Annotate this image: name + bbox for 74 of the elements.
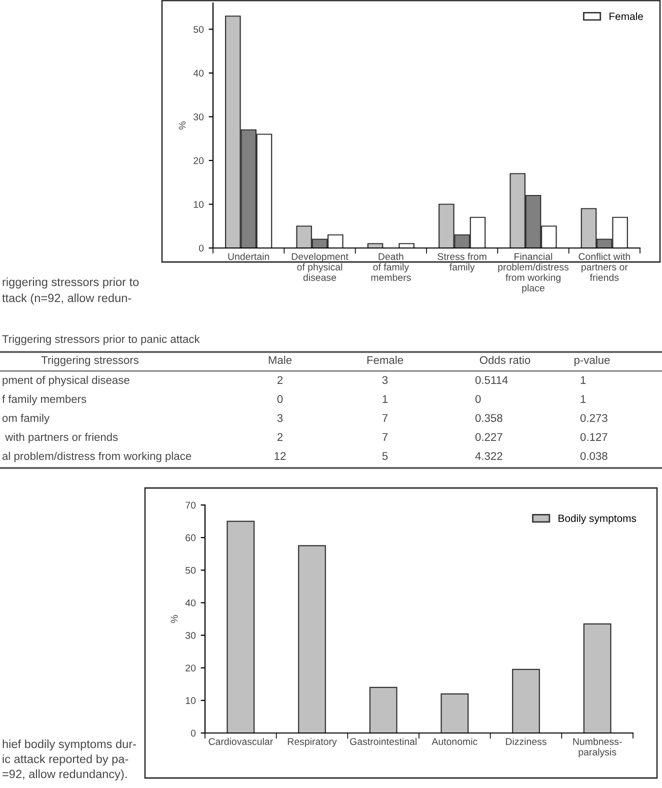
text: 3 (277, 414, 283, 422)
y-tick-label: 50 (186, 566, 196, 574)
y-axis-title: % (170, 615, 178, 623)
category-label: Triggering stressors (41, 356, 138, 366)
text: with partners or friends (5, 432, 118, 444)
y-tick-label: 30 (194, 113, 204, 120)
text: ttack (n=92, allow redun- (2, 293, 132, 304)
text: 0.227 (475, 433, 502, 441)
bar (583, 623, 612, 733)
x-tick-label: Respiratory (288, 738, 337, 747)
text: 12 (274, 452, 286, 460)
y-tick-label: 10 (186, 697, 196, 704)
x-tick-label: Death of family members (371, 252, 411, 281)
text: =92, allow redundancy). (2, 769, 127, 781)
category-label: Female (367, 356, 404, 364)
y-tick-label: 30 (186, 632, 196, 639)
y-tick-label: 60 (186, 534, 196, 542)
bar (440, 693, 469, 733)
text: 0 (277, 395, 283, 403)
text: f family members (2, 394, 86, 406)
x-tick-label: Conflict with partners or friends (578, 252, 630, 281)
text: ic attack reported by pa- (2, 754, 128, 766)
text: om family (2, 414, 50, 424)
bar (298, 545, 326, 733)
y-tick-label: 40 (185, 599, 196, 606)
text: 1 (580, 395, 586, 403)
text: 1 (382, 395, 388, 403)
bar (367, 243, 384, 248)
y-tick-label: 0 (198, 244, 204, 252)
text: pment of physical disease (2, 376, 130, 386)
x-tick-label: Financial problem/distress from working place (498, 252, 569, 294)
text: 7 (382, 414, 388, 422)
legend-label: Female (610, 12, 643, 20)
category-label: Male (268, 356, 292, 364)
bar (369, 686, 398, 733)
bar (512, 668, 540, 733)
y-tick-label: 20 (186, 664, 196, 672)
y-tick-label: 40 (193, 70, 204, 77)
text: hief bodily symptoms dur- (2, 739, 136, 750)
y-tick-label: 50 (194, 26, 204, 33)
y-tick-label: 70 (186, 502, 196, 509)
text: 2 (277, 433, 283, 441)
text: 3 (382, 376, 388, 384)
text: 7 (382, 433, 388, 441)
text: al problem/distress from working place (2, 452, 192, 462)
text: 0.273 (580, 414, 608, 422)
legend-label: Bodily symptoms (558, 514, 636, 524)
text: 0.5114 (475, 376, 508, 384)
y-axis-title: % (178, 122, 186, 130)
text: 4.322 (475, 452, 502, 460)
text: 0 (475, 395, 481, 403)
x-tick-label: Stress from family (438, 252, 486, 272)
y-tick-label: 20 (194, 157, 204, 164)
category-label: p-value (574, 356, 610, 366)
y-tick-label: 10 (194, 200, 204, 208)
bar (226, 520, 255, 733)
text: 1 (580, 376, 586, 384)
text: 0.358 (475, 414, 502, 422)
text: riggering stressors prior to (2, 278, 139, 289)
x-tick-label: Cardiovascular (208, 738, 273, 745)
text: 0.127 (580, 433, 608, 441)
bar (398, 243, 414, 248)
x-tick-label: Autonomic (432, 738, 478, 745)
y-tick-label: 0 (190, 730, 196, 737)
x-tick-label: Development of physical disease (292, 252, 348, 281)
category-label: Odds ratio (480, 356, 530, 364)
x-tick-label: Gastrointestinal (350, 738, 416, 745)
text: Triggering stressors prior to panic attack (2, 334, 200, 346)
text: 2 (277, 376, 283, 384)
text: 0.038 (580, 452, 608, 460)
x-tick-label: Dizziness (506, 738, 546, 745)
x-tick-label: Numbness- paralysis (573, 738, 622, 758)
text: 5 (382, 452, 388, 460)
x-tick-label: Undertain (228, 252, 270, 260)
